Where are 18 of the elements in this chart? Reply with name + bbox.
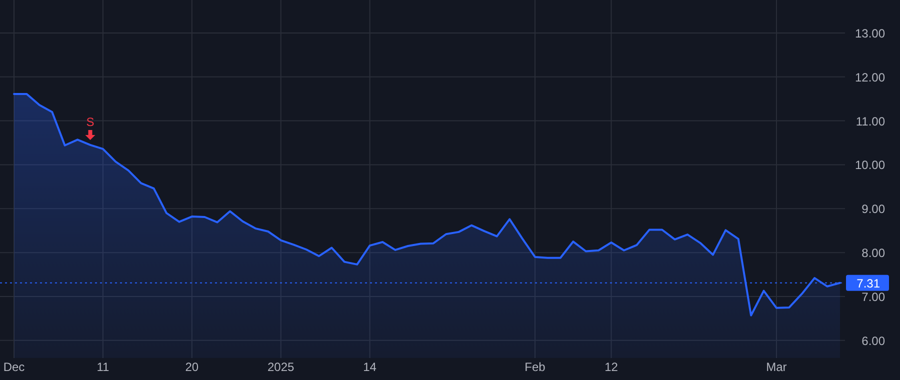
y-tick-label: 12.00	[854, 70, 886, 84]
x-tick-label: Dec	[3, 360, 25, 374]
x-tick-label: 12	[604, 360, 618, 374]
y-tick-label: 8.00	[862, 246, 886, 260]
y-tick-label: 6.00	[862, 334, 886, 348]
y-tick-label: 13.00	[854, 26, 886, 40]
x-tick-label: 2025	[268, 360, 295, 374]
annotation: S	[86, 114, 94, 129]
x-tick-label: 11	[96, 360, 110, 374]
y-tick-label: 7.00	[862, 290, 886, 304]
x-tick-label: Feb	[524, 360, 546, 374]
y-tick-label: 11.00	[856, 114, 886, 128]
x-tick-label: 14	[363, 360, 377, 374]
y-tick-label: 9.00	[862, 202, 886, 216]
ref-line-label: 7.31	[856, 276, 880, 290]
x-tick-label: Mar	[766, 360, 787, 374]
y-tick-label: 10.00	[854, 158, 886, 172]
x-tick-label: 20	[185, 360, 199, 374]
